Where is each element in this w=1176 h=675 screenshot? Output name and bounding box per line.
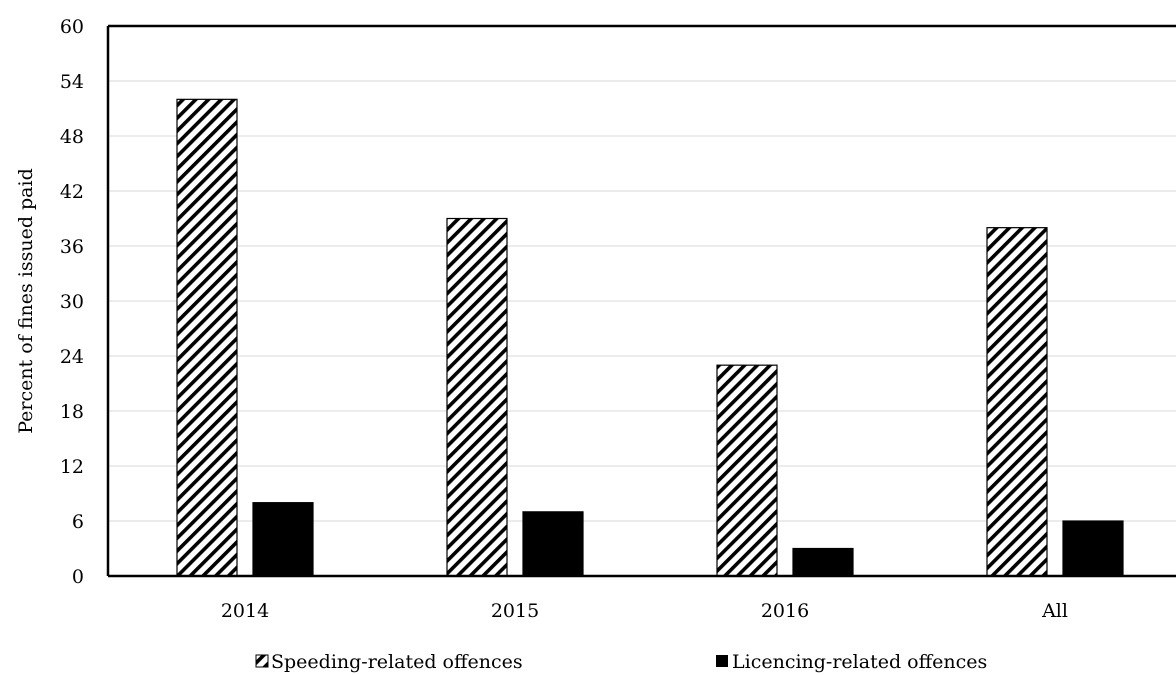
- y-axis-title: Percent of fines issued paid: [15, 168, 37, 434]
- y-tick-label: 36: [60, 236, 84, 258]
- bar-licencing-2016: [792, 547, 854, 577]
- x-tick-label: 2015: [491, 600, 539, 622]
- bar-speeding-2016: [716, 364, 778, 577]
- y-tick-label: 60: [60, 16, 84, 38]
- legend-label-licencing: Licencing-related offences: [732, 651, 987, 673]
- x-tick-label: 2016: [761, 600, 809, 622]
- bar-speeding-2014: [176, 98, 238, 577]
- y-tick-label: 0: [72, 566, 84, 588]
- x-tick-labels: 2014 2015 2016 All: [221, 600, 1068, 622]
- y-tick-label: 6: [72, 511, 84, 533]
- legend-item-licencing: Licencing-related offences: [716, 651, 987, 673]
- bar-licencing-all: [1062, 520, 1124, 577]
- y-tick-label: 24: [60, 346, 84, 368]
- bar-speeding-all: [986, 227, 1048, 577]
- bar-licencing-2015: [522, 511, 584, 577]
- bars: [176, 98, 1124, 577]
- y-tick-label: 18: [60, 401, 84, 423]
- y-tick-label: 48: [60, 126, 84, 148]
- legend-swatch-hatch-icon: [255, 654, 269, 668]
- x-tick-label: 2014: [221, 600, 269, 622]
- legend: Speeding-related offences Licencing-rela…: [255, 651, 987, 673]
- axes: [106, 24, 1176, 578]
- x-tick-label: All: [1041, 600, 1068, 622]
- y-tick-label: 54: [60, 71, 84, 93]
- y-tick-label: 42: [60, 181, 84, 203]
- legend-label-speeding: Speeding-related offences: [271, 651, 523, 673]
- bar-licencing-2014: [252, 502, 314, 577]
- legend-item-speeding: Speeding-related offences: [255, 651, 523, 673]
- y-tick-label: 30: [60, 291, 84, 313]
- bar-speeding-2015: [446, 217, 508, 577]
- legend-swatch-solid-icon: [716, 655, 728, 667]
- y-tick-label: 12: [60, 456, 84, 478]
- y-tick-labels: 0 6 12 18 24 30 36 42 48 54 60: [60, 16, 84, 588]
- gridlines: [108, 80, 1176, 522]
